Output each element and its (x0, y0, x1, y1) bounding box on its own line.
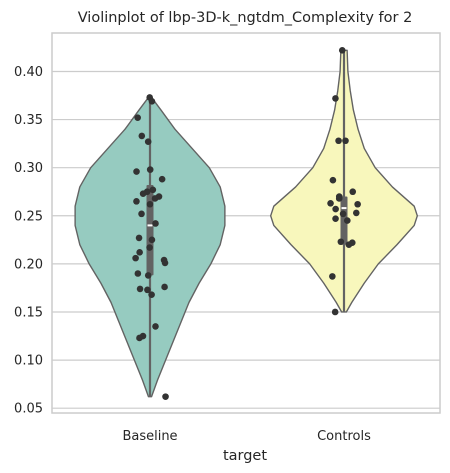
data-point (152, 323, 159, 330)
data-point (335, 137, 342, 145)
data-point (354, 200, 361, 208)
data-point (329, 176, 337, 184)
data-point (148, 98, 156, 105)
data-point (146, 244, 153, 251)
data-points (132, 47, 361, 400)
data-point (332, 215, 339, 222)
data-point (158, 175, 166, 183)
data-point (345, 241, 353, 248)
data-point (349, 188, 357, 196)
data-point (144, 272, 152, 279)
data-point (133, 198, 140, 205)
data-point (343, 217, 351, 224)
data-point (135, 234, 143, 242)
data-point (144, 286, 151, 294)
data-point (149, 186, 157, 194)
data-point (132, 254, 139, 262)
x-tick-label: Baseline (122, 429, 177, 444)
plot-frame (51, 32, 441, 414)
data-point (134, 270, 142, 277)
data-point (136, 334, 143, 342)
data-point (161, 259, 169, 267)
violins (74, 49, 419, 398)
y-tick-label: 0.15 (14, 305, 43, 320)
data-point (332, 205, 339, 213)
data-point (146, 166, 154, 173)
data-point (338, 47, 346, 54)
y-tick-label: 0.05 (14, 402, 43, 417)
y-tick-label: 0.20 (14, 257, 43, 272)
x-tick-labels: Baseline Controls (122, 429, 371, 444)
data-point (151, 195, 159, 202)
iqr-box (146, 185, 154, 276)
y-tick-labels: 0.05 0.10 0.15 0.20 0.25 0.30 0.35 0.40 (14, 65, 43, 417)
data-point (138, 132, 146, 140)
data-point (144, 138, 152, 146)
data-point (152, 220, 159, 227)
data-point (138, 210, 145, 218)
x-tick-label: Controls (317, 429, 371, 444)
data-point (134, 114, 141, 121)
data-point (331, 308, 339, 316)
x-axis-label: target (223, 448, 267, 464)
data-point (339, 210, 347, 218)
data-point (148, 236, 156, 244)
y-tick-label: 0.25 (14, 209, 43, 224)
y-tick-label: 0.10 (14, 354, 43, 369)
data-point (337, 238, 345, 246)
data-point (161, 283, 168, 291)
data-point (148, 291, 155, 298)
data-point (332, 95, 339, 102)
data-point (139, 190, 147, 197)
data-point (146, 200, 154, 208)
data-point (335, 195, 343, 202)
data-point (162, 393, 169, 400)
data-point (329, 273, 336, 280)
data-point (136, 285, 144, 293)
y-tick-label: 0.30 (14, 161, 43, 176)
data-point (342, 137, 349, 145)
y-tick-label: 0.35 (14, 113, 43, 128)
y-tick-label: 0.40 (14, 65, 43, 80)
chart-title: Violinplot of lbp-3D-k_ngtdm_Complexity … (78, 10, 413, 26)
data-point (327, 199, 334, 207)
data-point (133, 168, 140, 175)
data-point (136, 249, 143, 256)
data-point (352, 209, 360, 217)
